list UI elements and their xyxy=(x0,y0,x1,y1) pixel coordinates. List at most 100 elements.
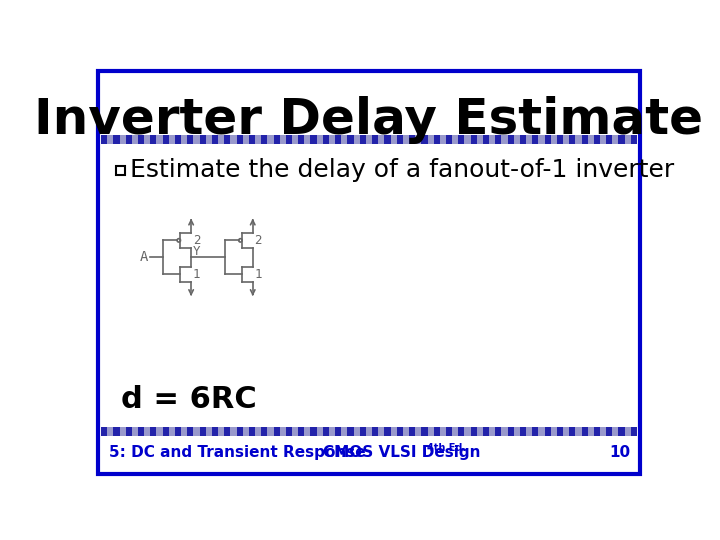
Bar xyxy=(261,427,267,436)
Bar xyxy=(459,427,464,436)
Bar xyxy=(483,135,489,144)
Bar xyxy=(120,427,126,436)
Bar xyxy=(606,427,612,436)
Bar xyxy=(298,427,305,436)
Bar xyxy=(144,427,150,436)
Bar xyxy=(409,135,415,144)
Bar xyxy=(126,135,132,144)
Bar xyxy=(218,427,224,436)
Bar xyxy=(582,427,588,436)
Text: Estimate the delay of a fanout-of-1 inverter: Estimate the delay of a fanout-of-1 inve… xyxy=(130,158,675,183)
Bar xyxy=(341,135,348,144)
Bar xyxy=(175,135,181,144)
Bar xyxy=(403,427,409,436)
Bar xyxy=(101,427,107,436)
Bar xyxy=(403,135,409,144)
Bar xyxy=(421,135,428,144)
Bar xyxy=(267,427,274,436)
Bar xyxy=(341,427,348,436)
Bar xyxy=(446,427,452,436)
Bar xyxy=(625,427,631,436)
Bar xyxy=(489,427,495,436)
Bar xyxy=(181,135,187,144)
Bar xyxy=(117,166,125,175)
Bar xyxy=(249,427,255,436)
Bar xyxy=(113,135,120,144)
Bar xyxy=(310,427,317,436)
Bar xyxy=(372,427,378,436)
Bar xyxy=(317,135,323,144)
Bar xyxy=(606,135,612,144)
Bar xyxy=(397,427,403,436)
Bar xyxy=(279,135,286,144)
Bar xyxy=(267,135,274,144)
Bar xyxy=(520,427,526,436)
Bar xyxy=(563,427,570,436)
Bar xyxy=(372,135,378,144)
Bar xyxy=(323,135,329,144)
Bar xyxy=(501,427,508,436)
Bar xyxy=(354,135,360,144)
Text: 10: 10 xyxy=(610,446,631,461)
Bar xyxy=(279,427,286,436)
Bar xyxy=(551,427,557,436)
Bar xyxy=(582,135,588,144)
Bar xyxy=(237,135,243,144)
Bar xyxy=(390,135,397,144)
Bar xyxy=(600,427,606,436)
Bar xyxy=(206,135,212,144)
Bar xyxy=(237,427,243,436)
Bar xyxy=(366,135,372,144)
Bar xyxy=(323,427,329,436)
Bar xyxy=(181,427,187,436)
Bar xyxy=(261,135,267,144)
Bar xyxy=(594,427,600,436)
Bar xyxy=(255,427,261,436)
Bar xyxy=(194,427,199,436)
Bar xyxy=(390,427,397,436)
Bar xyxy=(631,135,637,144)
Bar xyxy=(150,427,156,436)
Bar xyxy=(508,427,514,436)
Bar xyxy=(459,135,464,144)
Bar xyxy=(600,135,606,144)
Bar xyxy=(544,427,551,436)
Bar xyxy=(120,135,126,144)
Bar xyxy=(310,135,317,144)
Bar xyxy=(298,135,305,144)
Bar xyxy=(544,135,551,144)
Text: CMOS VLSI Design: CMOS VLSI Design xyxy=(323,446,480,461)
Bar xyxy=(428,427,433,436)
Bar xyxy=(409,427,415,436)
Bar xyxy=(199,135,206,144)
Bar xyxy=(428,135,433,144)
Bar xyxy=(483,427,489,436)
Bar xyxy=(255,135,261,144)
Bar xyxy=(433,427,440,436)
Bar xyxy=(329,135,335,144)
Bar xyxy=(224,135,230,144)
Bar xyxy=(526,135,532,144)
Bar xyxy=(354,427,360,436)
Bar xyxy=(625,135,631,144)
Bar xyxy=(594,135,600,144)
Bar xyxy=(348,135,354,144)
Bar xyxy=(366,427,372,436)
Bar xyxy=(440,135,446,144)
Bar xyxy=(274,135,279,144)
Text: d = 6RC: d = 6RC xyxy=(121,385,257,414)
Bar xyxy=(286,427,292,436)
Bar xyxy=(477,427,483,436)
Bar xyxy=(335,427,341,436)
Bar xyxy=(360,427,366,436)
Bar xyxy=(292,135,298,144)
Bar xyxy=(464,135,471,144)
Bar xyxy=(113,427,120,436)
Bar xyxy=(452,427,459,436)
Bar xyxy=(249,135,255,144)
Bar xyxy=(415,427,421,436)
Bar xyxy=(526,427,532,436)
Text: 2: 2 xyxy=(193,234,200,247)
Bar xyxy=(588,135,594,144)
Bar xyxy=(126,427,132,436)
